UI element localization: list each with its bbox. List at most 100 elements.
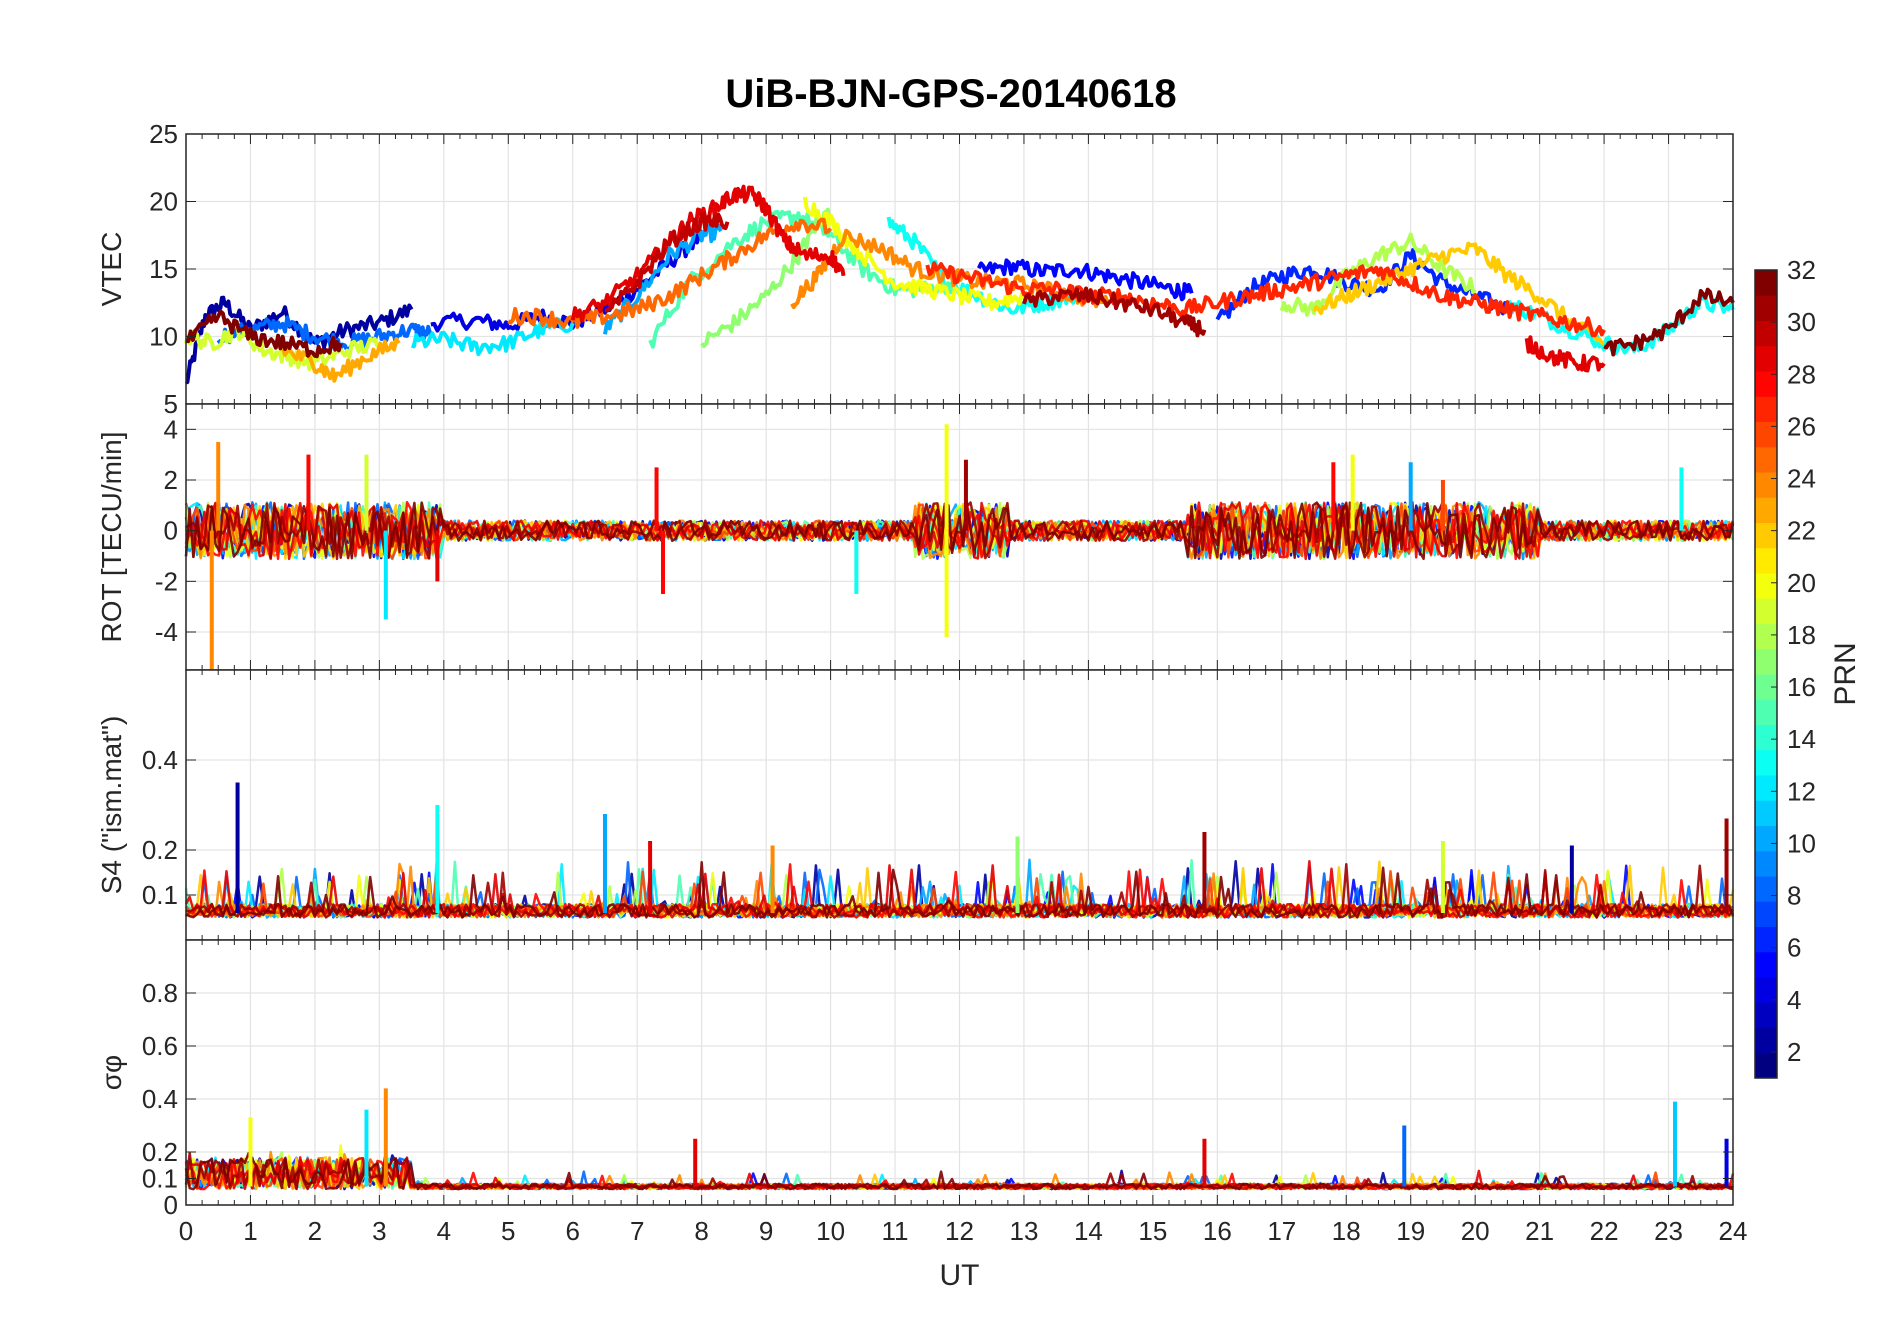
y-tick-label: 0.1: [142, 1164, 178, 1194]
colorbar-tick-label: 2: [1787, 1037, 1801, 1067]
colorbar-segment: [1755, 472, 1777, 498]
sigma_phi-trace-prn-32: [184, 1151, 1734, 1191]
colorbar-segment: [1755, 497, 1777, 523]
chart-title: UiB-BJN-GPS-20140618: [725, 72, 1177, 116]
x-tick-label: 2: [308, 1216, 322, 1246]
colorbar-segment: [1755, 270, 1777, 296]
vtec-series-prn-12: [411, 316, 575, 357]
y-tick-label: 0.8: [142, 978, 178, 1008]
colorbar-segment: [1755, 547, 1777, 574]
colorbar-frame: [1754, 269, 1778, 1079]
vtec-series-prn-27: [925, 261, 1606, 338]
colorbar-segment: [1755, 699, 1777, 725]
rot-trace-prn-29: [184, 501, 1735, 561]
y-tick-label: 4: [164, 414, 178, 444]
x-tick-label: 24: [1719, 1216, 1748, 1246]
colorbar-tick-label: 4: [1787, 985, 1801, 1015]
colorbar-segment: [1755, 522, 1777, 549]
vtec-series-prn-29: [570, 184, 846, 323]
vtec-series-prn-10: [603, 223, 723, 335]
x-tick-label: 9: [759, 1216, 773, 1246]
x-tick-label: 7: [630, 1216, 644, 1246]
y-tick-label: 0.6: [142, 1031, 178, 1061]
colorbar-segment: [1755, 573, 1777, 599]
colorbar-segment: [1755, 1002, 1777, 1028]
colorbar-tick-label: 20: [1787, 568, 1816, 598]
colorbar-tick-label: 6: [1787, 933, 1801, 963]
colorbar-segment: [1755, 775, 1777, 801]
y-tick-label: 10: [149, 322, 178, 352]
colorbar-tick-label: 16: [1787, 672, 1816, 702]
x-tick-label: 14: [1074, 1216, 1103, 1246]
colorbar-tick-label: 30: [1787, 307, 1816, 337]
vtec-series-prn-32: [185, 309, 343, 359]
x-tick-label: 11: [882, 1216, 909, 1246]
colorbar-tick-label: 28: [1787, 359, 1816, 389]
colorbar-segment: [1755, 345, 1777, 372]
y-tick-label: 2: [164, 465, 178, 495]
y-tick-label: 0: [164, 1190, 178, 1220]
y-tick-label: 0.2: [142, 835, 178, 865]
x-tick-label: 15: [1138, 1216, 1167, 1246]
colorbar-segment: [1755, 1052, 1777, 1079]
y-axis-label-s4: S4 ("ism.mat"): [96, 716, 127, 895]
x-tick-label: 10: [816, 1216, 845, 1246]
colorbar-segment: [1755, 850, 1777, 877]
colorbar-segment: [1755, 825, 1777, 852]
x-tick-label: 22: [1590, 1216, 1619, 1246]
colorbar-tick-label: 26: [1787, 411, 1816, 441]
colorbar-segment: [1755, 876, 1777, 902]
y-tick-label: -4: [155, 617, 178, 647]
vtec-series-prn-30: [604, 211, 730, 313]
x-tick-label: 8: [694, 1216, 708, 1246]
vtec-series-prn-2: [184, 295, 414, 385]
y-tick-label: 25: [149, 119, 178, 149]
vtec-series-prn-31: [1022, 286, 1207, 338]
colorbar-segment: [1755, 320, 1777, 347]
vtec-series-prn-22: [1312, 241, 1605, 346]
x-tick-label: 20: [1461, 1216, 1490, 1246]
vtec-series-prn-19: [184, 322, 381, 372]
vtec-series-prn-20: [802, 196, 1026, 311]
colorbar-tick-label: 12: [1787, 776, 1816, 806]
colorbar-segment: [1755, 749, 1777, 776]
colorbar-segment: [1755, 724, 1777, 751]
vtec-series-prn-32: [1603, 287, 1735, 357]
y-tick-label: 15: [149, 254, 178, 284]
x-axis-label: UT: [940, 1259, 980, 1292]
y-tick-label: 0: [164, 516, 178, 546]
vtec-series-prn-18: [1279, 232, 1477, 317]
y-tick-label: 0.2: [142, 1137, 178, 1167]
y-axis-label-vtec: VTEC: [96, 232, 127, 307]
x-tick-label: 21: [1525, 1216, 1554, 1246]
colorbar-segment: [1755, 926, 1777, 953]
colorbar-segment: [1755, 1027, 1777, 1054]
vtec-series-prn-29: [1524, 335, 1606, 373]
vtec-series-prn-5: [976, 258, 1194, 302]
colorbar-segment: [1755, 648, 1777, 675]
x-tick-label: 13: [1009, 1216, 1038, 1246]
x-tick-label: 0: [179, 1216, 193, 1246]
y-tick-label: 0.4: [142, 1084, 178, 1114]
s4-trace-prn-32: [185, 861, 1735, 919]
colorbar-segment: [1755, 901, 1777, 927]
x-tick-label: 18: [1332, 1216, 1361, 1246]
colorbar-segment: [1755, 977, 1777, 1003]
rot-trace-prn-24: [184, 502, 1735, 560]
x-tick-label: 5: [501, 1216, 515, 1246]
colorbar-tick-label: 14: [1787, 724, 1816, 754]
y-tick-label: 5: [164, 389, 178, 419]
colorbar-segment: [1755, 598, 1777, 624]
colorbar-tick-label: 22: [1787, 516, 1816, 546]
colorbar-tick-label: 10: [1787, 828, 1816, 858]
colorbar-label: PRN: [1829, 642, 1862, 705]
colorbar-tick-label: 18: [1787, 620, 1816, 650]
x-tick-label: 12: [945, 1216, 974, 1246]
x-tick-label: 3: [372, 1216, 386, 1246]
colorbar-segment: [1755, 674, 1777, 700]
y-tick-label: 20: [149, 187, 178, 217]
x-tick-label: 4: [437, 1216, 451, 1246]
y-axis-label-sigma_phi: σφ: [96, 1055, 127, 1090]
colorbar-segment: [1755, 295, 1777, 321]
colorbar-tick-label: 24: [1787, 464, 1816, 494]
